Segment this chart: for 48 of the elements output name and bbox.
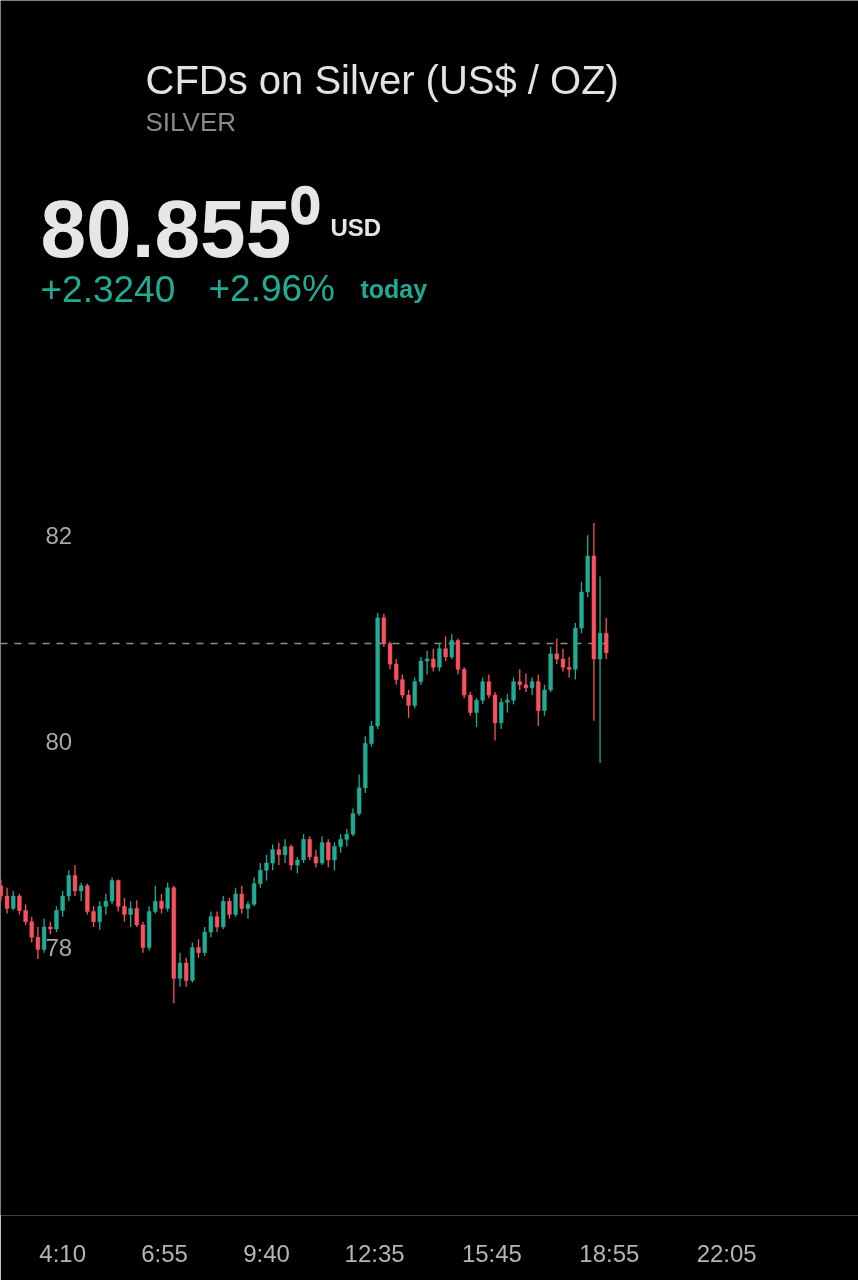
candlestick bbox=[517, 668, 522, 691]
candlestick bbox=[449, 633, 454, 660]
candlestick bbox=[227, 897, 232, 920]
candlestick bbox=[11, 890, 16, 912]
candlestick bbox=[128, 900, 133, 928]
x-tick-label: 4:10 bbox=[39, 1239, 87, 1267]
candlestick bbox=[41, 918, 47, 954]
x-tick-label: 6:55 bbox=[141, 1239, 188, 1267]
candlestick bbox=[523, 672, 529, 693]
candlestick bbox=[319, 835, 325, 866]
x-tick-label: 22:05 bbox=[696, 1239, 757, 1267]
candlestick bbox=[276, 841, 281, 866]
x-tick-label: 9:40 bbox=[243, 1239, 290, 1267]
candlestick bbox=[443, 635, 448, 662]
candlestick bbox=[239, 885, 244, 915]
text: SILVER bbox=[145, 106, 237, 137]
candlestick bbox=[177, 952, 183, 988]
candlestick bbox=[184, 957, 189, 988]
candlestick bbox=[233, 887, 238, 918]
candlestick bbox=[437, 642, 442, 673]
text: CFDs on Silver (US$ / OZ) bbox=[145, 57, 619, 102]
candlestick bbox=[424, 650, 430, 676]
candlestick bbox=[604, 617, 609, 660]
candlestick bbox=[214, 910, 220, 933]
x-tick-label: 18:55 bbox=[579, 1239, 640, 1267]
candlestick bbox=[79, 881, 84, 902]
candlestick bbox=[282, 838, 288, 864]
annotation: USD bbox=[330, 214, 382, 241]
candlestick bbox=[109, 876, 115, 905]
candlestick bbox=[159, 893, 164, 915]
candlestick bbox=[387, 640, 393, 670]
y-tick-label: 80 bbox=[45, 727, 73, 755]
candlestick bbox=[4, 887, 10, 915]
x-tick-label: 15:45 bbox=[461, 1239, 522, 1267]
y-tick-label: 78 bbox=[45, 934, 73, 962]
candlestick bbox=[165, 881, 170, 913]
candlestick bbox=[567, 656, 572, 679]
candlestick bbox=[350, 807, 356, 837]
candlestick bbox=[431, 648, 436, 673]
candlestick bbox=[270, 843, 275, 871]
y-tick-label: 82 bbox=[45, 521, 73, 549]
candlestick bbox=[326, 838, 331, 868]
candlestick bbox=[196, 938, 201, 959]
annotation: today bbox=[360, 274, 428, 303]
candlestick bbox=[72, 864, 78, 897]
x-tick-label: 12:35 bbox=[344, 1239, 405, 1267]
candlestick bbox=[301, 833, 306, 864]
candlestick bbox=[289, 843, 294, 871]
